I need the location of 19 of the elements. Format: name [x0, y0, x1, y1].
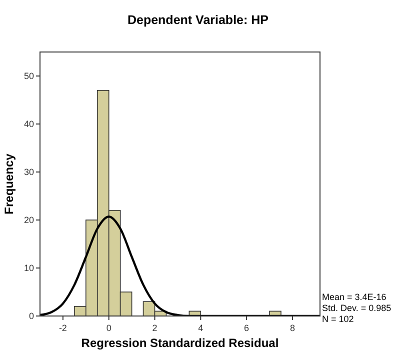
y-tick-label: 30	[24, 167, 34, 177]
y-tick-label: 50	[24, 71, 34, 81]
x-tick-label: 4	[198, 323, 204, 333]
y-tick-label: 20	[24, 215, 34, 225]
x-tick-label: -2	[58, 323, 67, 333]
line-series	[40, 216, 320, 316]
y-tick-label: 0	[28, 311, 34, 321]
x-tick-label: 8	[290, 323, 295, 333]
x-axis-title: Regression Standardized Residual	[81, 336, 279, 350]
text: Mean = 3.4E-16	[322, 292, 386, 302]
y-axis-title: Frequency	[2, 153, 16, 214]
text: N = 102	[322, 314, 354, 324]
x-tick-label: 6	[244, 323, 250, 333]
chart-title: Dependent Variable: HP	[127, 13, 269, 27]
x-tick-label: 0	[106, 323, 112, 333]
text: Std. Dev. = 0.985	[322, 303, 392, 313]
x-tick-label: 2	[152, 323, 158, 333]
y-tick-label: 10	[24, 263, 34, 273]
y-tick-label: 40	[24, 119, 34, 129]
